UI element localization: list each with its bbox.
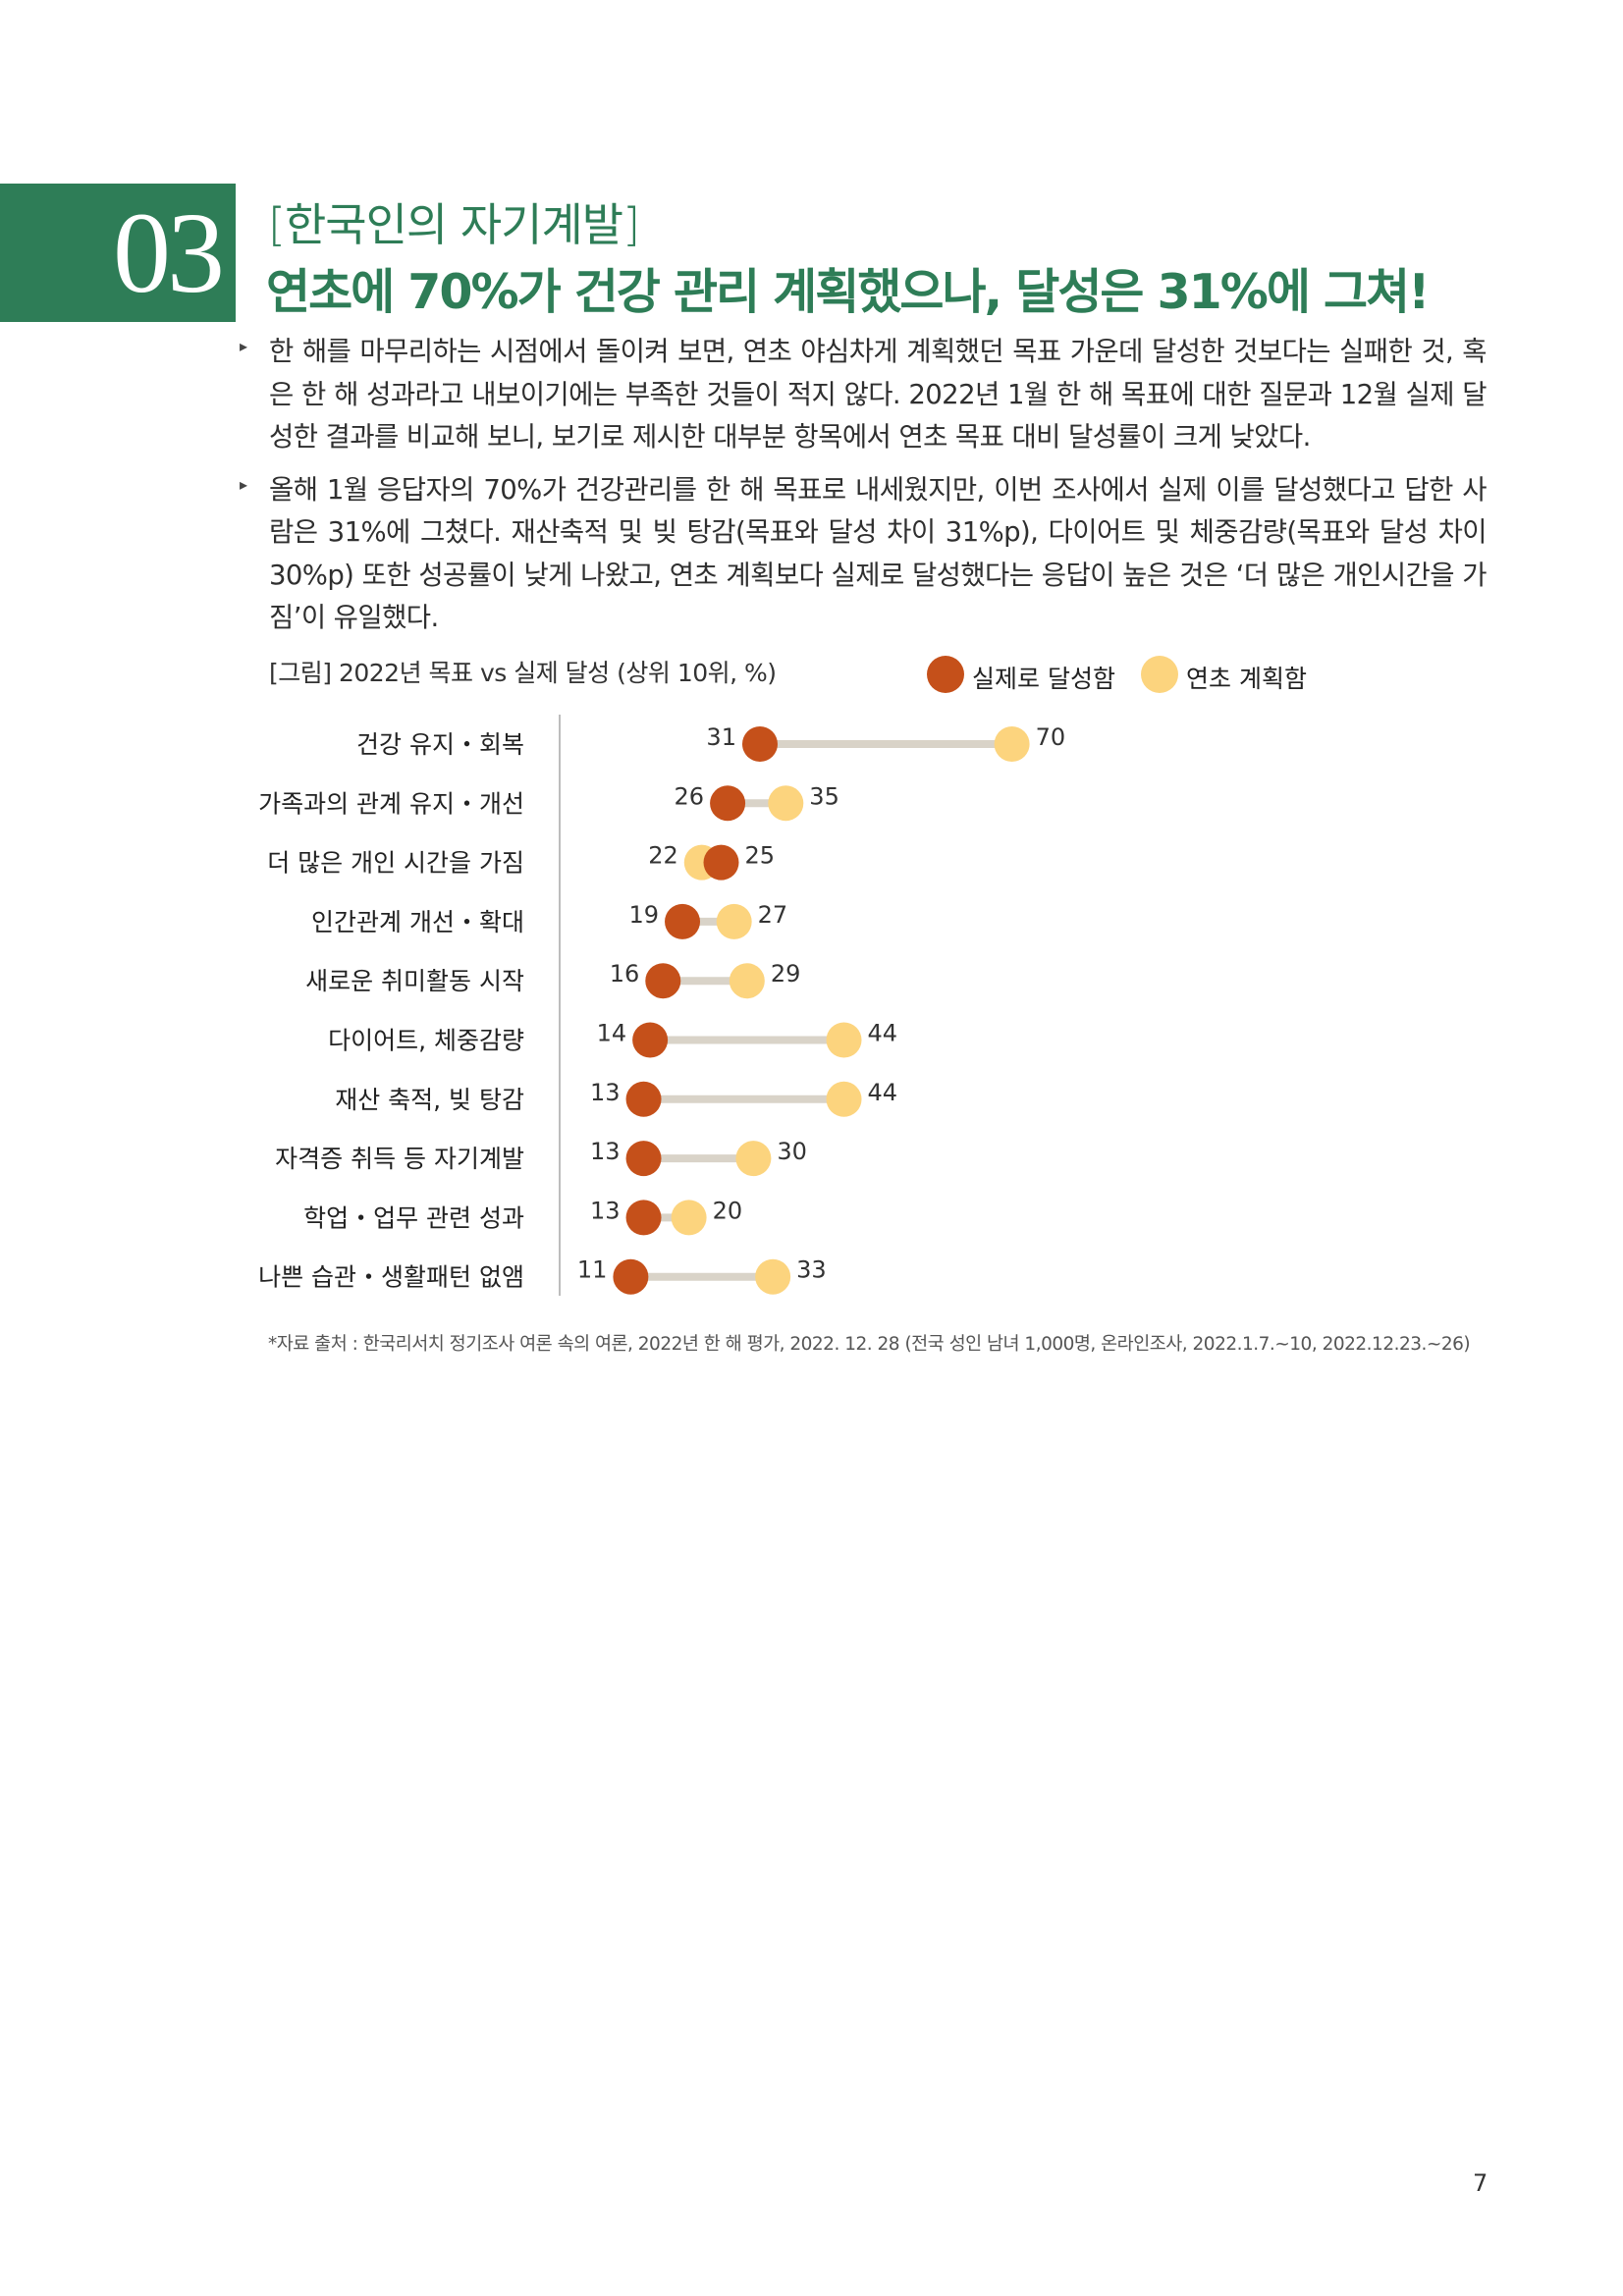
bullet-item: ▸ 한 해를 마무리하는 시점에서 돌이켜 보면, 연초 야심차게 계획했던 목… — [240, 331, 1488, 459]
value-label: 70 — [1036, 723, 1066, 751]
section-number: 03 — [113, 188, 225, 317]
category-label: 재산 축적, 빚 탕감 — [335, 1086, 524, 1114]
value-label: 16 — [610, 960, 640, 988]
achieved-dot — [625, 1200, 662, 1236]
bullet-text: 올해 1월 응답자의 70%가 건강관리를 한 해 목표로 내세웠지만, 이번 … — [269, 473, 1488, 634]
bullet-marker-icon: ▸ — [240, 474, 248, 494]
achieved-dot — [625, 1081, 662, 1117]
achieved-dot — [665, 903, 701, 939]
achieved-dot — [613, 1258, 649, 1295]
bullet-marker-icon: ▸ — [240, 337, 248, 355]
bullet-item: ▸ 올해 1월 응답자의 70%가 건강관리를 한 해 목표로 내세웠지만, 이… — [240, 469, 1488, 640]
achieved-dot — [645, 963, 681, 999]
dumbbell-chart: 건강 유지・회복 31 70 가족과의 관계 유지・개선 26 35 더 많은 개인 시간을… — [258, 715, 1066, 1296]
value-label: 20 — [713, 1197, 743, 1224]
section-kicker: [한국인의 자기계발] — [268, 198, 640, 251]
planned-dot — [671, 1200, 707, 1236]
bullet-text: 한 해를 마무리하는 시점에서 돌이켜 보면, 연초 야심차게 계획했던 목표 … — [269, 336, 1488, 453]
category-label: 인간관계 개선・확대 — [311, 908, 524, 936]
category-label: 다이어트, 체중감량 — [328, 1027, 524, 1055]
planned-dot — [826, 1022, 862, 1058]
category-label: 새로운 취미활동 시작 — [305, 967, 524, 995]
section-number-box: 03 — [0, 184, 236, 322]
value-label: 19 — [628, 901, 659, 929]
value-label: 31 — [706, 723, 736, 751]
achieved-dot — [710, 785, 746, 822]
value-label: 13 — [590, 1197, 621, 1224]
planned-dot — [729, 963, 765, 999]
legend-swatch-achieved — [927, 656, 964, 693]
value-label: 13 — [590, 1079, 621, 1106]
achieved-dot — [625, 1141, 662, 1177]
planned-dot — [755, 1258, 791, 1295]
category-label: 학업・업무 관련 성과 — [303, 1203, 524, 1232]
value-label: 44 — [868, 1020, 898, 1047]
achieved-dot — [703, 844, 739, 881]
value-label: 29 — [771, 960, 801, 988]
value-label: 33 — [796, 1256, 827, 1284]
source-note: *자료 출처 : 한국리서치 정기조사 여론 속의 여론, 2022년 한 해 … — [268, 1334, 1471, 1355]
value-label: 25 — [745, 842, 776, 870]
value-label: 22 — [648, 842, 678, 870]
value-label: 26 — [675, 782, 705, 810]
planned-dot — [994, 726, 1030, 762]
category-label: 자격증 취득 등 자기계발 — [275, 1145, 524, 1173]
achieved-dot — [632, 1022, 669, 1058]
planned-dot — [768, 785, 804, 822]
value-label: 44 — [868, 1079, 898, 1106]
achieved-dot — [741, 726, 778, 762]
category-label: 더 많은 개인 시간을 가짐 — [267, 849, 524, 878]
figure-caption: [그림] 2022년 목표 vs 실제 달성 (상위 10위, %) — [269, 659, 777, 687]
page-number: 7 — [1473, 2169, 1488, 2197]
legend-label-planned: 연초 계획함 — [1186, 665, 1307, 693]
legend-label-achieved: 실제로 달성함 — [972, 665, 1115, 693]
category-label: 건강 유지・회복 — [356, 730, 524, 759]
value-label: 13 — [590, 1138, 621, 1165]
value-label: 11 — [577, 1256, 608, 1284]
value-label: 14 — [597, 1020, 627, 1047]
value-label: 30 — [777, 1138, 807, 1165]
planned-dot — [716, 903, 752, 939]
bullet-list: ▸ 한 해를 마무리하는 시점에서 돌이켜 보면, 연초 야심차게 계획했던 목… — [240, 331, 1488, 650]
category-label: 나쁜 습관・생활패턴 없앰 — [258, 1263, 524, 1292]
section-title: 연초에 70%가 건강 관리 계획했으나, 달성은 31%에 그쳐! — [266, 264, 1430, 320]
planned-dot — [735, 1141, 772, 1177]
legend-swatch-planned — [1141, 656, 1178, 693]
value-label: 27 — [758, 901, 788, 929]
planned-dot — [826, 1081, 862, 1117]
value-label: 35 — [809, 782, 839, 810]
category-label: 가족과의 관계 유지・개선 — [258, 789, 524, 818]
